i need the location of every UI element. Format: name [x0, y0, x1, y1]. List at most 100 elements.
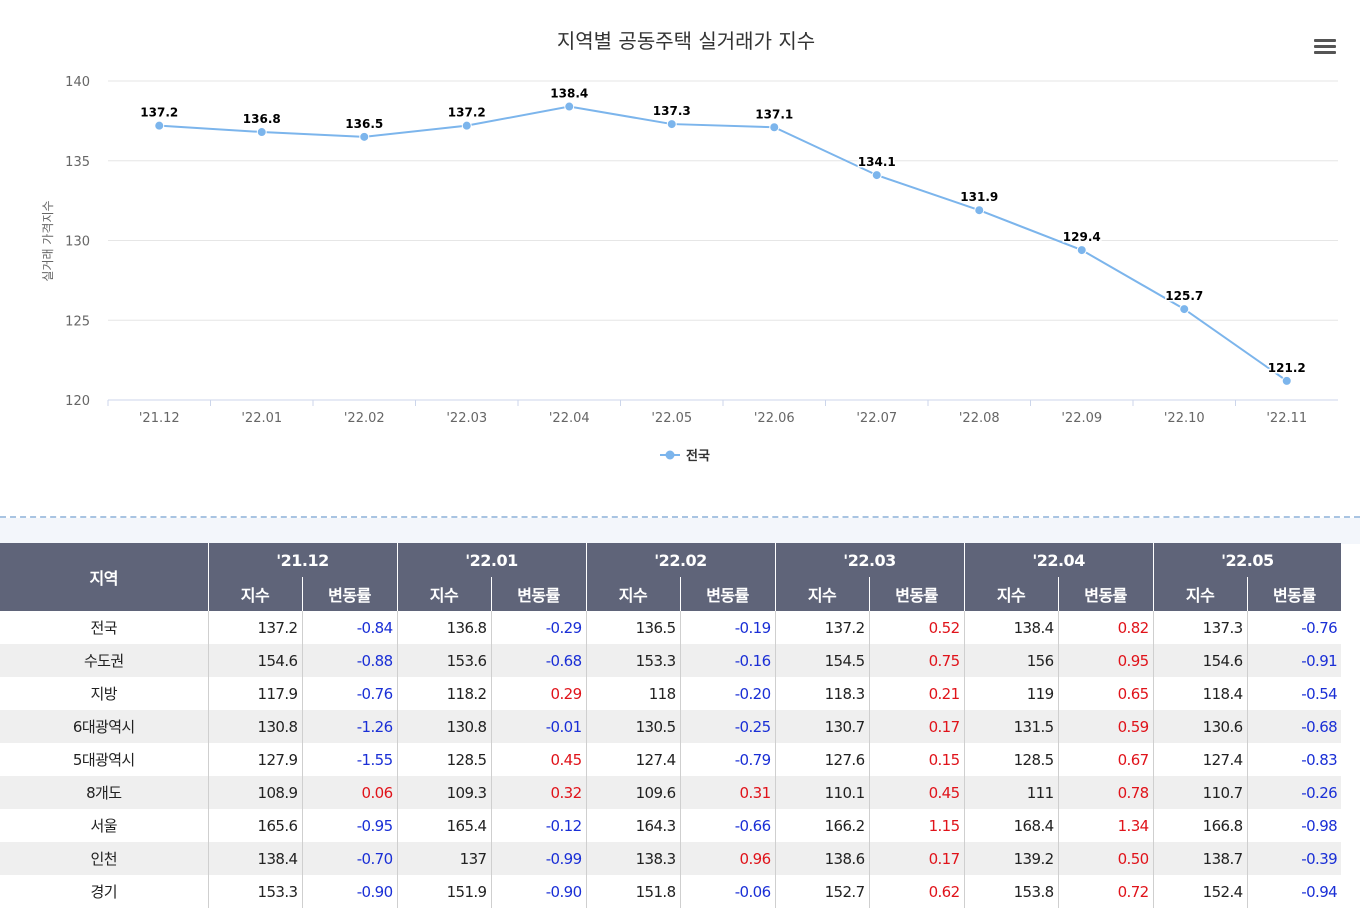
change-subheader: 변동률 — [1246, 577, 1342, 611]
index-cell: 118 — [585, 677, 681, 710]
table-row: 경기 153.3 -0.90 151.9 -0.90 151.8 -0.06 152.7 0.6… — [0, 875, 1342, 908]
index-cell: 168.4 — [963, 809, 1059, 842]
table-row: 지방 117.9 -0.76 118.2 0.29 118 -0.20 118.3 0.21 11… — [0, 677, 1342, 710]
data-label: 121.2 — [1268, 361, 1306, 375]
change-rate-cell: -0.16 — [679, 644, 776, 677]
data-point — [974, 205, 985, 216]
index-cell: 153.8 — [963, 875, 1059, 908]
index-cell: 166.8 — [1152, 809, 1248, 842]
table-row: 5대광역시 127.9 -1.55 128.5 0.45 127.4 -0.79 127.6 0… — [0, 743, 1342, 776]
data-label: 129.4 — [1063, 230, 1101, 244]
index-cell: 130.5 — [585, 710, 681, 743]
x-tick-label: '22.01 — [241, 411, 282, 426]
index-cell: 154.6 — [1152, 644, 1248, 677]
y-axis-title: 실거래 가격지수 — [41, 200, 55, 281]
x-tick-label: '22.07 — [856, 411, 897, 426]
region-column-header: 지역 — [0, 543, 208, 611]
change-rate-cell: 0.59 — [1057, 710, 1154, 743]
y-tick-label: 135 — [65, 155, 90, 170]
index-cell: 153.3 — [585, 644, 681, 677]
data-point — [1281, 375, 1292, 386]
series-line — [159, 105, 1288, 382]
change-rate-cell: -0.95 — [301, 809, 398, 842]
legend-marker — [665, 450, 675, 460]
data-label: 136.5 — [345, 117, 383, 131]
region-cell: 경기 — [90, 883, 118, 901]
data-point — [1179, 304, 1190, 315]
change-rate-cell: -0.66 — [679, 809, 776, 842]
region-cell: 5대광역시 — [72, 751, 135, 769]
change-rate-cell: 0.15 — [868, 743, 965, 776]
index-cell: 131.5 — [963, 710, 1059, 743]
data-point — [769, 122, 780, 133]
index-subheader: 지수 — [585, 577, 681, 611]
change-rate-cell: 0.32 — [490, 776, 587, 809]
index-cell: 109.3 — [396, 776, 492, 809]
change-rate-cell: -0.20 — [679, 677, 776, 710]
change-rate-cell: -0.88 — [301, 644, 398, 677]
index-cell: 110.1 — [774, 776, 870, 809]
change-rate-cell: -0.29 — [490, 611, 587, 644]
y-tick-label: 140 — [65, 75, 90, 90]
index-cell: 152.4 — [1152, 875, 1248, 908]
x-tick-label: '22.08 — [959, 411, 1000, 426]
index-cell: 127.9 — [207, 743, 302, 776]
region-cell: 수도권 — [0, 644, 208, 677]
period-column-header: '22.05 — [1152, 543, 1342, 577]
data-point — [154, 120, 165, 131]
change-rate-cell: -0.70 — [301, 842, 398, 875]
chart-title: 지역별 공동주택 실거래가 지수 — [557, 29, 815, 53]
index-cell: 118.2 — [396, 677, 492, 710]
region-cell: 서울 — [90, 817, 118, 835]
index-cell: 130.7 — [774, 710, 870, 743]
index-cell: 128.5 — [396, 743, 492, 776]
data-point — [1076, 245, 1087, 256]
index-cell: 151.9 — [396, 875, 492, 908]
table-row: 6대광역시 130.8 -1.26 130.8 -0.01 130.5 -0.25 130.7… — [0, 710, 1342, 743]
change-rate-cell: -0.76 — [301, 677, 398, 710]
index-cell: 136.5 — [585, 611, 681, 644]
change-rate-cell: 0.45 — [868, 776, 965, 809]
data-point — [461, 120, 472, 131]
period-column-header: '22.04 — [963, 543, 1154, 577]
index-cell: 136.8 — [396, 611, 492, 644]
period-column-header: '22.03 — [774, 543, 965, 577]
hamburger-menu-icon[interactable] — [1312, 36, 1338, 58]
table-top-band — [0, 518, 1360, 544]
x-tick-label: '21.12 — [139, 411, 180, 426]
data-label: 125.7 — [1165, 289, 1203, 303]
legend-label: 전국 — [686, 448, 710, 464]
region-cell: 인천 — [0, 842, 208, 875]
index-cell: 166.2 — [774, 809, 870, 842]
change-rate-cell: 0.67 — [1057, 743, 1154, 776]
x-tick-label: '22.09 — [1061, 411, 1102, 426]
table-row: 서울 165.6 -0.95 165.4 -0.12 164.3 -0.66 166.2 1.1… — [0, 809, 1342, 842]
change-rate-cell: -0.90 — [301, 875, 398, 908]
index-cell: 110.7 — [1152, 776, 1248, 809]
index-cell: 151.8 — [585, 875, 681, 908]
x-tick-label: '22.10 — [1164, 411, 1205, 426]
index-subheader: 지수 — [963, 577, 1059, 611]
change-subheader: 변동률 — [301, 577, 398, 611]
price-index-table: 지역 '21.12'22.01'22.02'22.03'22.04'22.05 … — [0, 543, 1342, 908]
index-cell: 127.4 — [585, 743, 681, 776]
change-rate-cell: -0.25 — [679, 710, 776, 743]
change-rate-cell: -0.76 — [1246, 611, 1342, 644]
change-rate-cell: 0.52 — [868, 611, 965, 644]
y-tick-label: 125 — [65, 314, 90, 329]
change-subheader: 변동률 — [679, 577, 776, 611]
change-rate-cell: 1.34 — [1057, 809, 1154, 842]
index-subheader: 지수 — [396, 577, 492, 611]
index-cell: 130.8 — [207, 710, 302, 743]
index-cell: 138.4 — [207, 842, 302, 875]
data-label: 137.2 — [448, 106, 486, 120]
change-rate-cell: 0.31 — [679, 776, 776, 809]
change-rate-cell: -0.01 — [490, 710, 587, 743]
data-label: 137.1 — [755, 107, 793, 121]
y-tick-label: 120 — [65, 394, 90, 409]
index-cell: 127.4 — [1152, 743, 1248, 776]
index-cell: 156 — [963, 644, 1059, 677]
change-rate-cell: 0.45 — [490, 743, 587, 776]
index-subheader: 지수 — [1152, 577, 1248, 611]
index-subheader: 지수 — [774, 577, 870, 611]
